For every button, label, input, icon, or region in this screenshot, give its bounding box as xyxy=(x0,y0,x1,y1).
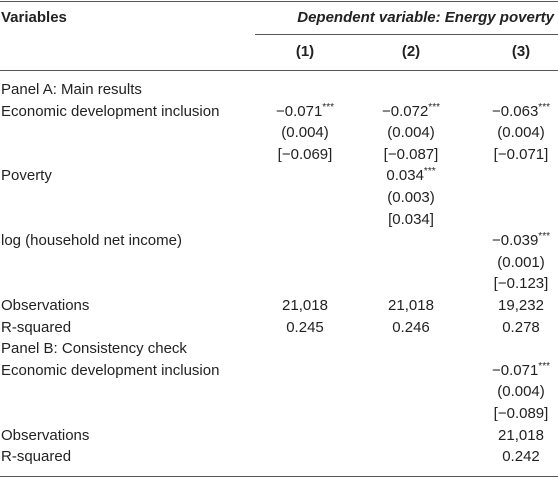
row-label: R-squared xyxy=(1,318,72,336)
cell: 19,232 xyxy=(498,297,544,314)
estimate: −0.039 xyxy=(492,232,539,250)
cell: −0.071*** xyxy=(461,361,558,381)
row-label: Economic development inclusion xyxy=(1,102,220,120)
cell: 0.245 xyxy=(286,318,324,336)
cell: 0.246 xyxy=(392,318,430,336)
column-header: (3) xyxy=(511,43,531,60)
dependent-header: Dependent variable: Energy poverty xyxy=(297,9,554,26)
cell: 21,018 xyxy=(282,297,328,314)
cell: 21,018 xyxy=(388,297,434,314)
cell: −0.071*** xyxy=(245,102,365,122)
cell: [−0.089] xyxy=(493,405,549,422)
stars: *** xyxy=(423,166,436,178)
cell: 0.278 xyxy=(502,318,540,336)
stars: *** xyxy=(538,231,550,243)
rule-span xyxy=(255,34,558,35)
row-label: R-squared xyxy=(1,448,72,466)
column-header: (2) xyxy=(401,43,421,60)
cell: (0.003) xyxy=(387,189,435,206)
cell: 21,018 xyxy=(498,426,544,444)
cell: −0.063*** xyxy=(461,102,558,122)
row-label: Economic development inclusion xyxy=(1,361,220,379)
row-label: Panel B: Consistency check xyxy=(1,340,187,358)
estimate: −0.072 xyxy=(382,102,429,120)
cell: 0.034*** xyxy=(351,166,471,186)
cell: −0.039*** xyxy=(461,231,558,251)
stars: *** xyxy=(322,101,334,113)
cell: (0.001) xyxy=(497,253,545,271)
stars: *** xyxy=(538,101,550,113)
cell: [0.034] xyxy=(388,210,434,228)
cell: [−0.123] xyxy=(493,275,549,293)
estimate: 0.034 xyxy=(386,167,424,185)
row-label: log (household net income) xyxy=(1,232,182,250)
cell: (0.004) xyxy=(387,124,435,142)
cell: 0.242 xyxy=(502,448,540,466)
variables-header: Variables xyxy=(1,9,67,26)
estimate: −0.071 xyxy=(276,102,323,120)
row-label: Panel A: Main results xyxy=(1,81,142,98)
row-label: Observations xyxy=(1,426,90,444)
stars: *** xyxy=(428,101,440,113)
rule-top xyxy=(0,1,558,2)
cell: (0.004) xyxy=(497,383,545,401)
rule-bottom xyxy=(0,476,558,477)
row-label: Poverty xyxy=(1,167,52,185)
stars: *** xyxy=(538,360,550,372)
estimate: −0.071 xyxy=(492,361,539,379)
cell: [−0.069] xyxy=(277,145,333,163)
cell: −0.072*** xyxy=(351,102,471,122)
cell: (0.004) xyxy=(497,124,545,142)
estimate: −0.063 xyxy=(492,102,539,120)
rule-mid xyxy=(0,70,558,71)
column-header: (1) xyxy=(295,43,315,60)
cell: (0.004) xyxy=(281,124,329,142)
row-label: Observations xyxy=(1,297,90,314)
cell: [−0.087] xyxy=(383,145,439,163)
cell: [−0.071] xyxy=(493,145,549,163)
